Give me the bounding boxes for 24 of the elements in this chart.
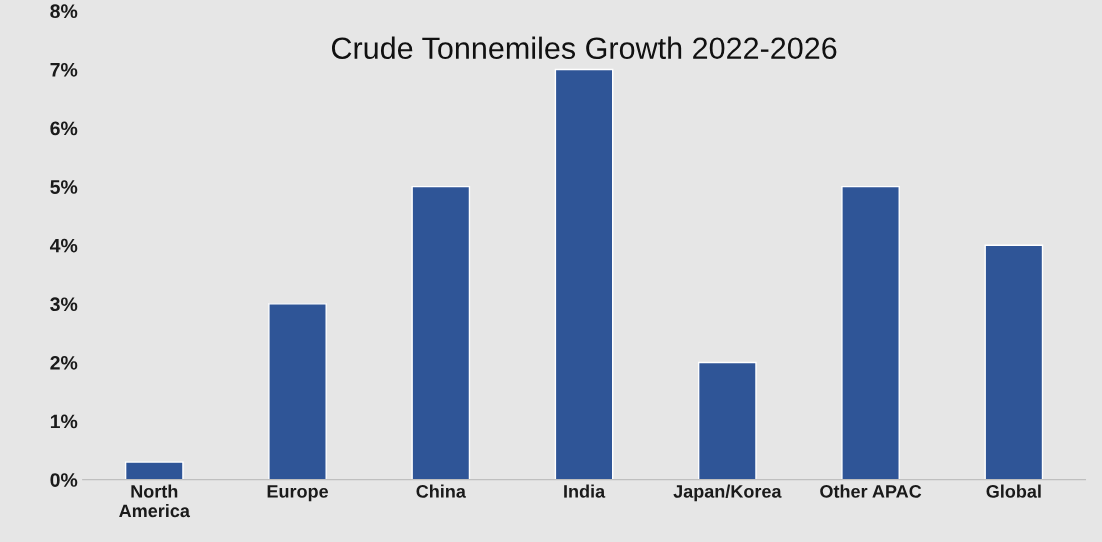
y-tick-label: 6% [50, 121, 78, 136]
bar [984, 244, 1044, 480]
y-tick-label: 0% [50, 473, 78, 487]
y-tick-label: 7% [50, 62, 78, 77]
x-tick-label: North America [119, 484, 191, 518]
x-tick-label: Japan/Korea [673, 484, 782, 502]
x-tick-label: India [564, 484, 606, 498]
x-tick-label: China [416, 484, 466, 498]
bar [411, 185, 471, 480]
x-tick-label: Other APAC [820, 484, 922, 498]
y-tick-label: 8% [50, 4, 78, 19]
text: Crude Tonnemiles Growth 2022-2026 [331, 36, 837, 60]
bar [841, 185, 900, 480]
y-tick-label: 2% [50, 355, 78, 370]
y-tick-label: 4% [49, 238, 78, 253]
y-tick-label: 5% [50, 180, 78, 194]
y-tick-label: 3% [50, 297, 78, 312]
bar [554, 68, 614, 480]
y-tick-label: 1% [50, 414, 78, 429]
bar [124, 461, 184, 480]
bar [697, 361, 757, 480]
bar [268, 303, 327, 480]
x-tick-label: Global [986, 484, 1041, 498]
x-tick-label: Europe [267, 485, 329, 502]
